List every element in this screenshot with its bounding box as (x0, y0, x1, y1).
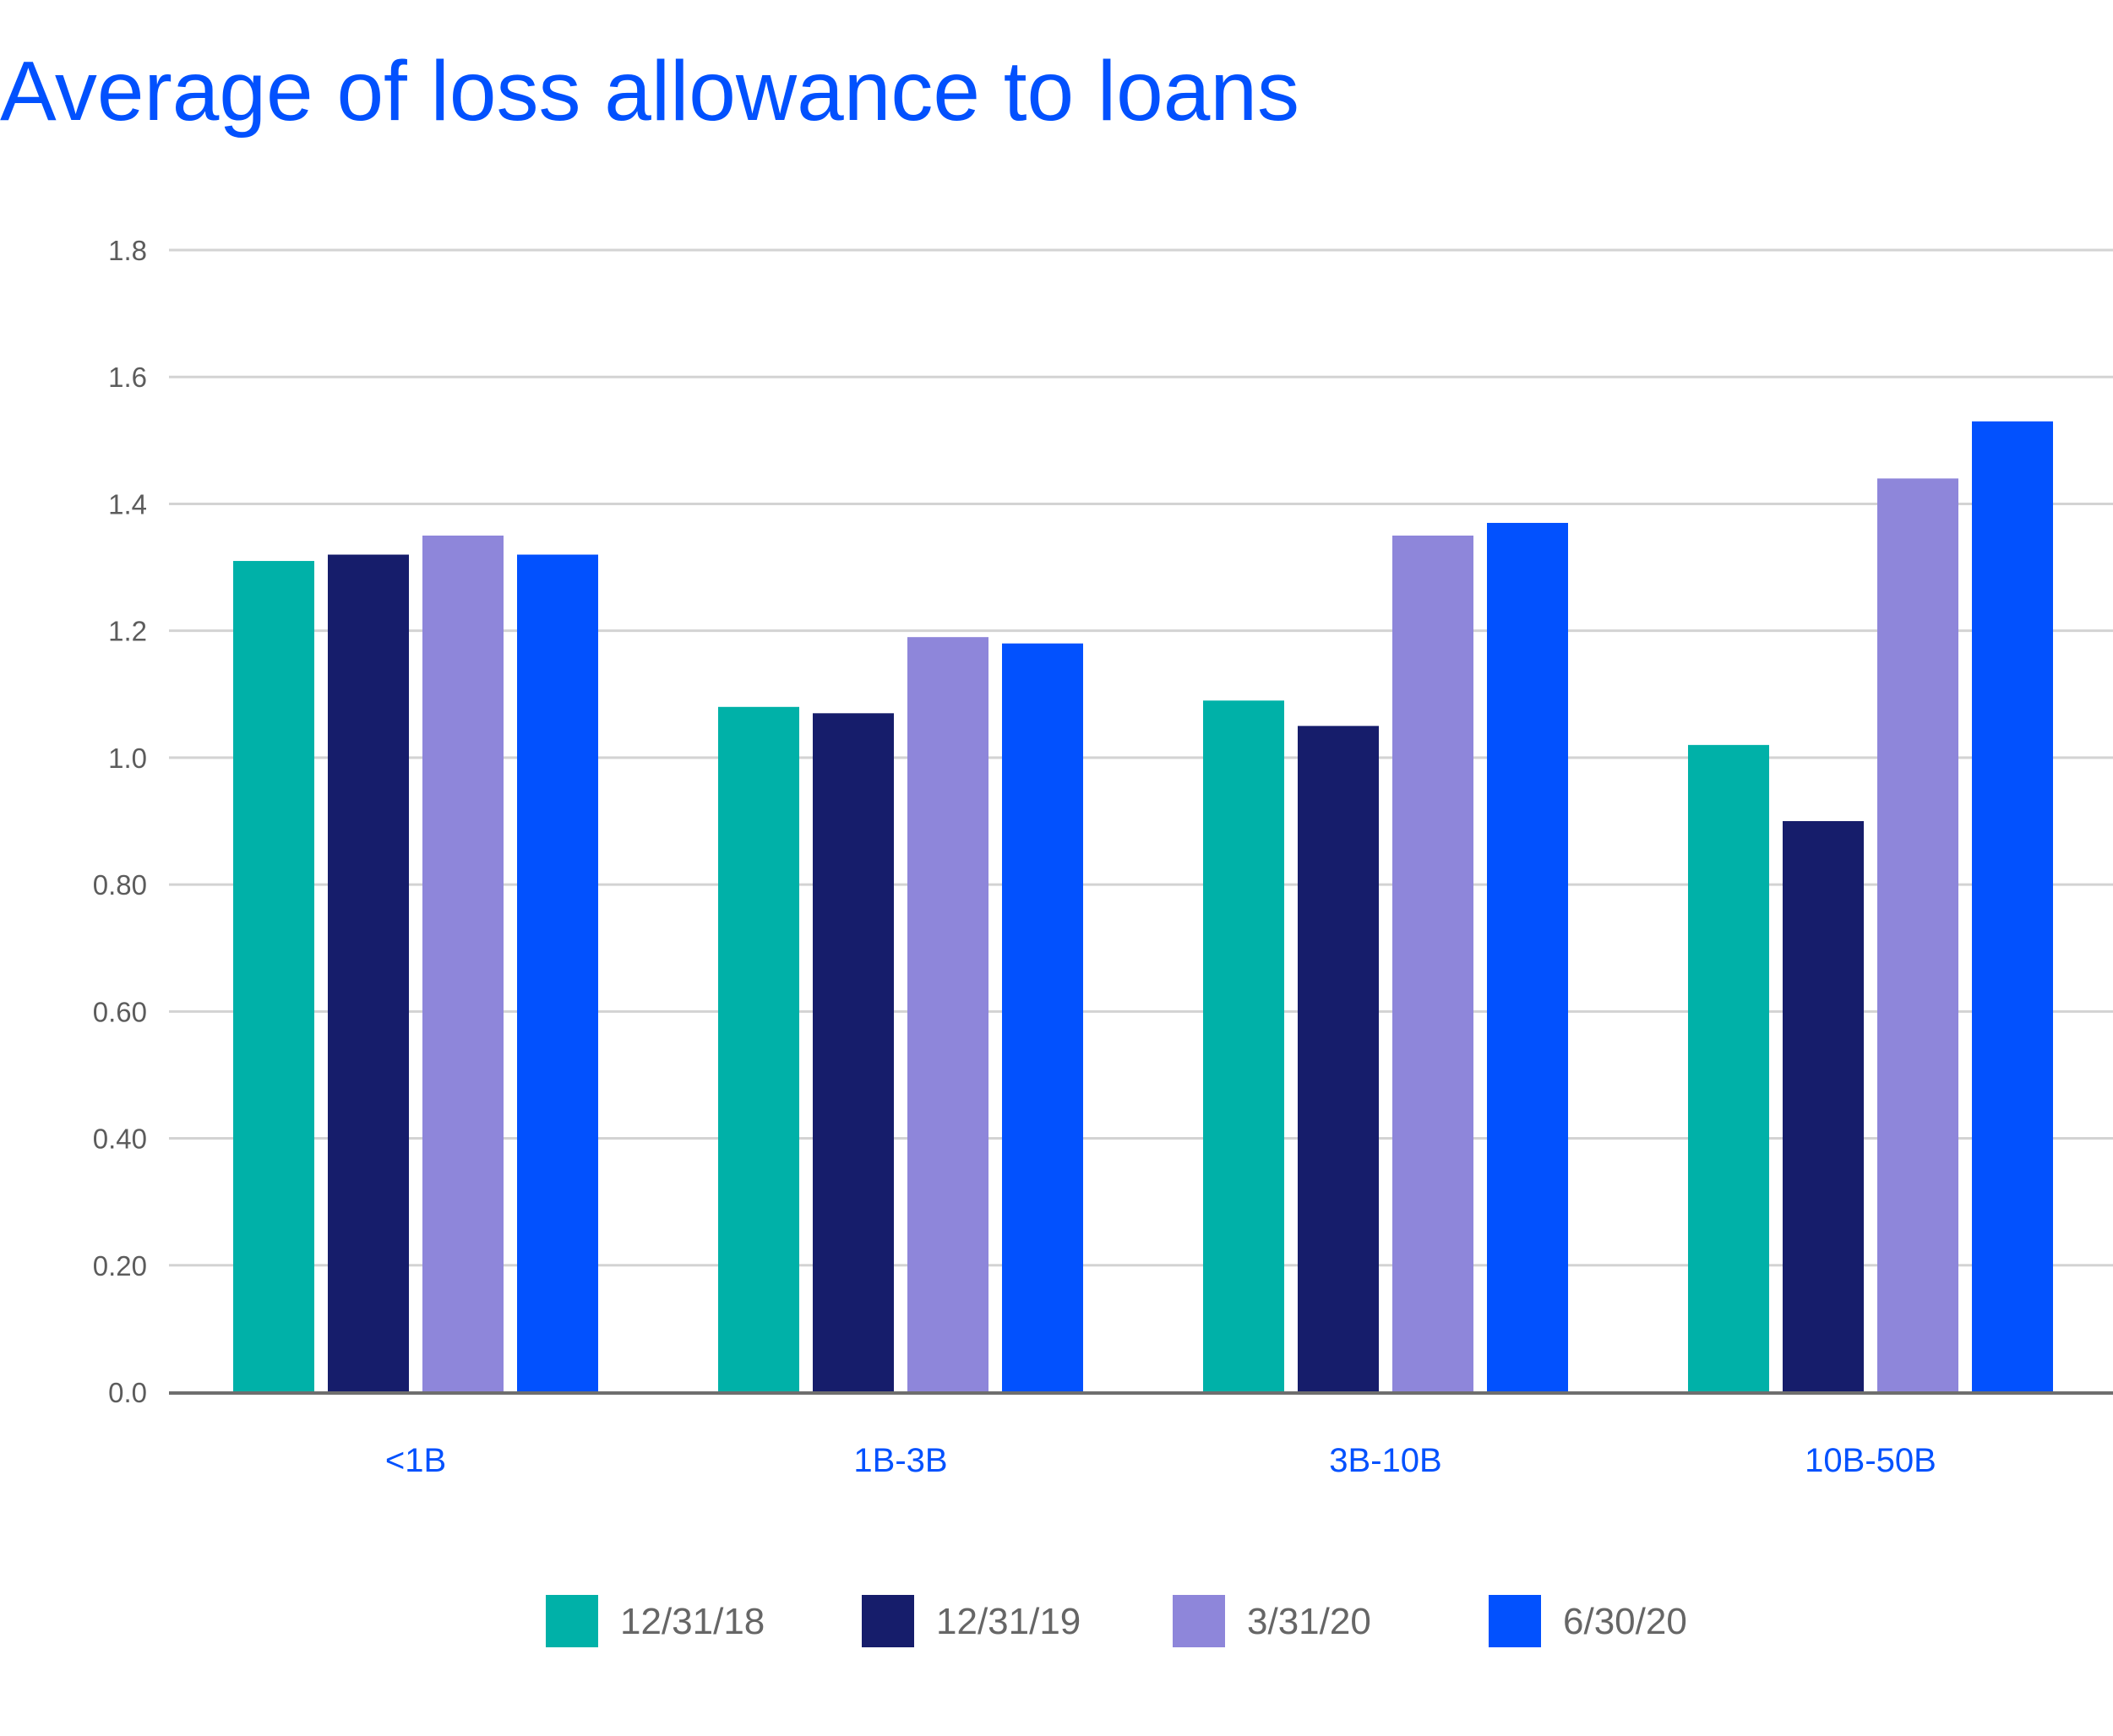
legend-swatch (1173, 1595, 1225, 1647)
y-tick-label: 1.2 (108, 616, 147, 647)
legend-label: 12/31/19 (936, 1601, 1081, 1642)
y-tick-label: 1.6 (108, 362, 147, 393)
bar-2-3 (907, 637, 988, 1392)
legend: 12/31/18 12/31/19 3/31/20 6/30/20 (546, 1595, 1687, 1647)
y-tick-label: 1.0 (108, 743, 147, 774)
bar-3-3 (1392, 536, 1473, 1392)
bar-1-2 (328, 554, 409, 1392)
bar-2-1 (718, 706, 799, 1392)
y-tick-label: 0.80 (93, 869, 147, 901)
bar-4-2 (1783, 821, 1864, 1392)
bar-3-1 (1203, 700, 1284, 1392)
bar-1-1 (233, 561, 314, 1392)
x-axis-category-labels: <1B 1B-3B 3B-10B 10B-50B (385, 1442, 1936, 1479)
y-axis-tick-labels: 0.0 0.20 0.40 0.60 0.80 1.0 1.2 1.4 1.6 1.8 (93, 235, 147, 1408)
bar-4-1 (1688, 744, 1769, 1392)
bar-3-4 (1487, 522, 1568, 1392)
y-tick-label: 0.0 (108, 1377, 147, 1408)
y-tick-label: 0.40 (93, 1124, 147, 1155)
y-tick-label: 1.8 (108, 235, 147, 266)
bar-1-4 (517, 554, 598, 1392)
chart-title: Average of loss allowance to loans (0, 44, 1299, 139)
y-tick-label: 1.4 (108, 488, 147, 520)
legend-label: 6/30/20 (1563, 1601, 1687, 1642)
category-label: <1B (385, 1442, 446, 1479)
category-label: 3B-10B (1329, 1442, 1441, 1479)
category-label: 1B-3B (853, 1442, 947, 1479)
bar-2-4 (1002, 643, 1083, 1392)
category-label: 10B-50B (1805, 1442, 1936, 1479)
bar-4-4 (1972, 421, 2053, 1392)
legend-label: 12/31/18 (620, 1601, 765, 1642)
legend-swatch (1489, 1595, 1541, 1647)
bar-3-2 (1298, 726, 1379, 1392)
bar-4-3 (1877, 478, 1958, 1392)
bars (233, 421, 2053, 1392)
y-tick-label: 0.20 (93, 1250, 147, 1282)
bar-2-2 (813, 713, 894, 1392)
legend-label: 3/31/20 (1247, 1601, 1371, 1642)
legend-swatch (862, 1595, 914, 1647)
bar-1-3 (422, 536, 504, 1392)
legend-swatch (546, 1595, 598, 1647)
y-tick-label: 0.60 (93, 996, 147, 1027)
